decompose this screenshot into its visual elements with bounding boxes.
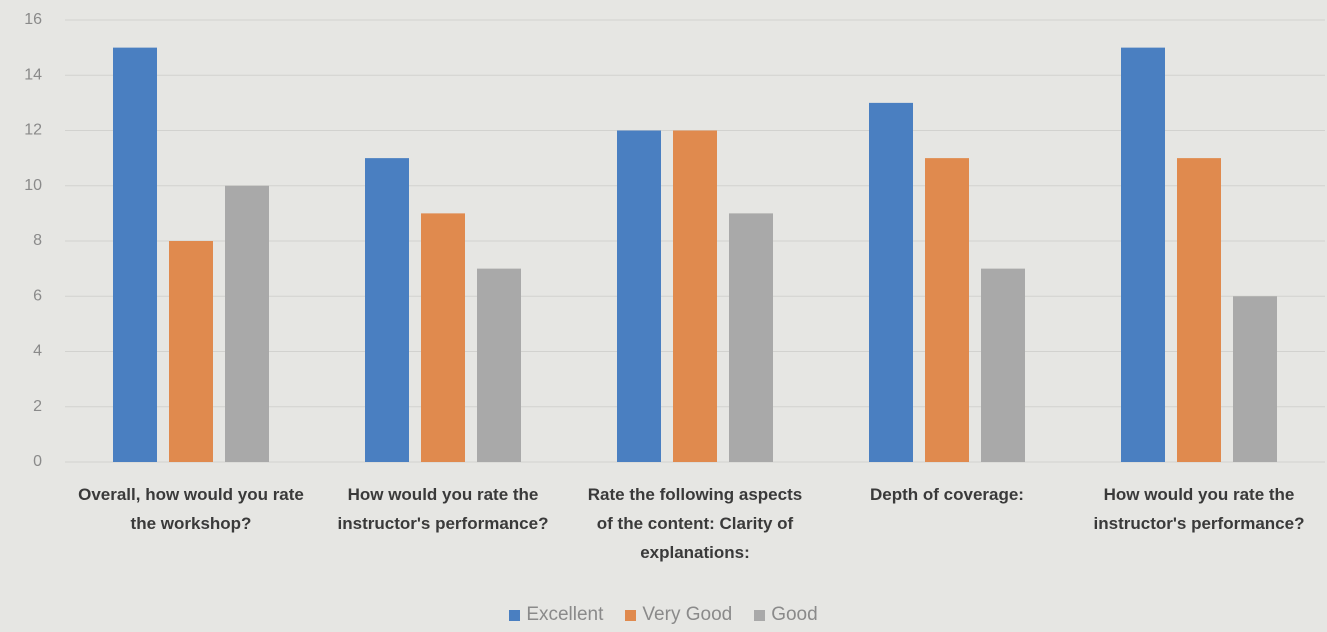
x-tick-label: How would you rate the instructor's perf… xyxy=(337,485,549,533)
legend: Excellent Very Good Good xyxy=(0,604,1327,626)
bar xyxy=(1233,296,1277,462)
legend-swatch xyxy=(625,609,637,621)
chart: 0 2 4 6 8 10 12 14 16 xyxy=(24,11,1325,470)
y-tick-label: 4 xyxy=(33,343,42,360)
y-tick-label: 16 xyxy=(24,11,42,28)
x-tick-label: Rate the following aspects of the conten… xyxy=(587,485,803,562)
y-tick-label: 8 xyxy=(33,232,42,249)
bar xyxy=(365,158,409,462)
y-tick-label: 0 xyxy=(33,453,42,470)
bar xyxy=(925,158,969,462)
legend-swatch xyxy=(754,609,766,621)
bar xyxy=(113,47,157,462)
bar xyxy=(169,241,213,462)
bar xyxy=(617,130,661,462)
x-tick-label: Overall, how would you rate the workshop… xyxy=(78,485,304,533)
bar xyxy=(981,268,1025,462)
legend-swatch xyxy=(509,609,521,621)
legend-item: Very Good xyxy=(625,604,732,626)
bar xyxy=(421,213,465,462)
bar xyxy=(1177,158,1221,462)
y-tick-label: 2 xyxy=(33,398,42,415)
bar xyxy=(225,185,269,462)
bar xyxy=(477,268,521,462)
x-tick-label: Depth of coverage: xyxy=(870,485,1024,504)
bar xyxy=(673,130,717,462)
y-tick-label: 10 xyxy=(24,177,42,194)
legend-label: Good xyxy=(771,604,818,625)
legend-label: Excellent xyxy=(526,604,604,625)
y-tick-label: 14 xyxy=(24,66,42,83)
legend-item: Good xyxy=(754,604,818,626)
y-tick-label: 12 xyxy=(24,122,42,139)
x-tick-label: How would you rate the instructor's perf… xyxy=(1093,485,1305,533)
bar xyxy=(1121,47,1165,462)
bar xyxy=(729,213,773,462)
bar xyxy=(869,102,913,462)
legend-label: Very Good xyxy=(642,604,733,625)
legend-item: Excellent xyxy=(509,604,603,626)
y-tick-label: 6 xyxy=(33,287,42,304)
